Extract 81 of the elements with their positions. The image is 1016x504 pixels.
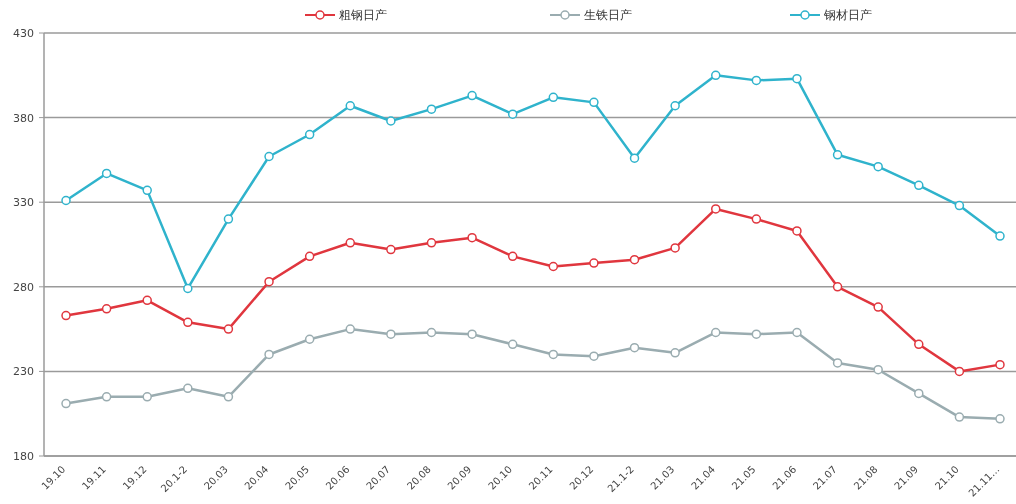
- point: [101, 168, 112, 179]
- point: [710, 70, 721, 81]
- point: [589, 351, 599, 361]
- point: [873, 302, 883, 312]
- point: [183, 383, 193, 394]
- point: [629, 342, 640, 353]
- point: [995, 231, 1005, 241]
- point: [183, 317, 193, 328]
- point: [426, 327, 437, 338]
- point: [792, 327, 802, 338]
- point: [914, 339, 924, 350]
- point: [142, 392, 152, 402]
- point: [873, 364, 883, 375]
- point: [264, 276, 274, 287]
- point: [223, 214, 234, 224]
- point: [832, 358, 843, 368]
- point: [61, 398, 71, 409]
- point: [792, 73, 802, 84]
- point: [61, 195, 71, 206]
- point: [507, 251, 518, 262]
- point: [183, 283, 193, 294]
- point: [304, 251, 315, 262]
- point: [386, 116, 396, 126]
- point: [467, 90, 477, 101]
- point: [467, 232, 477, 243]
- point: [954, 366, 965, 377]
- point: [873, 161, 883, 172]
- point: [426, 104, 437, 114]
- point: [304, 334, 315, 344]
- legend-label: 粗钢日产: [339, 8, 387, 22]
- point: [792, 226, 802, 236]
- point: [995, 359, 1005, 370]
- point: [264, 151, 274, 162]
- point: [142, 295, 152, 306]
- point: [345, 238, 356, 248]
- point: [223, 392, 234, 402]
- legend-label: 生铁日产: [584, 8, 632, 22]
- point: [629, 153, 640, 163]
- point: [548, 261, 559, 272]
- point: [61, 310, 71, 321]
- point: [264, 349, 274, 360]
- y-tick-label: 230: [13, 365, 34, 379]
- y-tick-label: 380: [13, 111, 34, 125]
- point: [589, 258, 599, 268]
- y-tick-label: 430: [13, 27, 34, 40]
- point: [223, 324, 234, 334]
- point: [507, 339, 518, 350]
- legend-label: 钢材日产: [823, 8, 872, 22]
- point: [832, 282, 843, 292]
- point: [629, 254, 640, 265]
- point: [426, 238, 437, 248]
- point: [995, 414, 1005, 424]
- point: [914, 388, 924, 399]
- point: [710, 204, 721, 214]
- y-tick-label: 180: [13, 450, 34, 463]
- point: [345, 324, 356, 334]
- point: [914, 180, 924, 191]
- point: [548, 92, 559, 103]
- point: [751, 214, 762, 224]
- point: [304, 129, 315, 140]
- y-tick-label: 330: [13, 196, 34, 210]
- point: [751, 329, 762, 339]
- point: [670, 101, 680, 111]
- point: [589, 97, 599, 108]
- point: [954, 200, 965, 211]
- point: [954, 412, 965, 422]
- point: [832, 150, 843, 160]
- point: [142, 185, 152, 196]
- point: [670, 243, 680, 253]
- point: [548, 349, 559, 360]
- point: [710, 327, 721, 338]
- point: [101, 304, 112, 314]
- y-tick-label: 280: [13, 280, 34, 294]
- point: [101, 392, 112, 402]
- point: [670, 348, 680, 358]
- point: [345, 101, 356, 111]
- point: [467, 329, 477, 339]
- point: [386, 329, 396, 339]
- point: [751, 75, 762, 86]
- point: [507, 109, 518, 119]
- point: [386, 244, 396, 255]
